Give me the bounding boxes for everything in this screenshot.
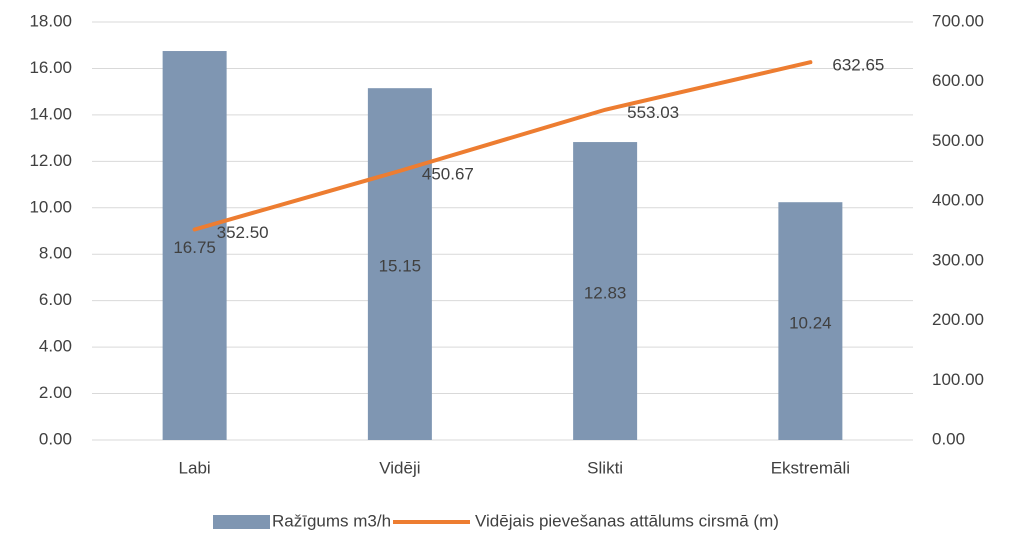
y2-tick-label: 200.00: [932, 310, 984, 329]
y-tick-label: 4.00: [39, 337, 72, 356]
y-tick-label: 6.00: [39, 290, 72, 309]
y-tick-label: 16.00: [29, 58, 72, 77]
x-tick-label: Ekstremāli: [771, 458, 850, 477]
line-data-label: 553.03: [627, 103, 679, 122]
y2-tick-label: 600.00: [932, 71, 984, 90]
y-tick-label: 10.00: [29, 197, 72, 216]
y2-tick-label: 400.00: [932, 191, 984, 210]
y-tick-label: 18.00: [29, 11, 72, 30]
bar: [367, 88, 432, 440]
y2-tick-label: 500.00: [932, 131, 984, 150]
line-data-label: 632.65: [832, 56, 884, 75]
y2-tick-label: 300.00: [932, 250, 984, 269]
bar: [778, 202, 843, 440]
bar-data-label: 16.75: [173, 238, 216, 257]
y-tick-label: 12.00: [29, 151, 72, 170]
y-tick-label: 8.00: [39, 244, 72, 263]
bar: [573, 142, 638, 440]
y2-tick-label: 0.00: [932, 429, 965, 448]
legend-label: Vidējais pievešanas attālums cirsmā (m): [475, 511, 779, 530]
bar: [162, 51, 227, 441]
x-tick-label: Slikti: [587, 458, 623, 477]
x-tick-label: Vidēji: [379, 458, 420, 477]
bar-data-label: 12.83: [584, 284, 627, 303]
line: [192, 60, 813, 232]
x-tick-label: Labi: [179, 458, 211, 477]
bar-data-label: 15.15: [379, 257, 422, 276]
y-tick-label: 2.00: [39, 383, 72, 402]
legend-swatch: [213, 515, 270, 529]
bar-data-label: 10.24: [789, 314, 832, 333]
y2-tick-label: 700.00: [932, 11, 984, 30]
y-tick-label: 0.00: [39, 429, 72, 448]
legend-label: Ražīgums m3/h: [272, 511, 391, 530]
y2-tick-label: 100.00: [932, 370, 984, 389]
line-data-label: 352.50: [217, 223, 269, 242]
y-tick-label: 14.00: [29, 104, 72, 123]
line-data-label: 450.67: [422, 164, 474, 183]
